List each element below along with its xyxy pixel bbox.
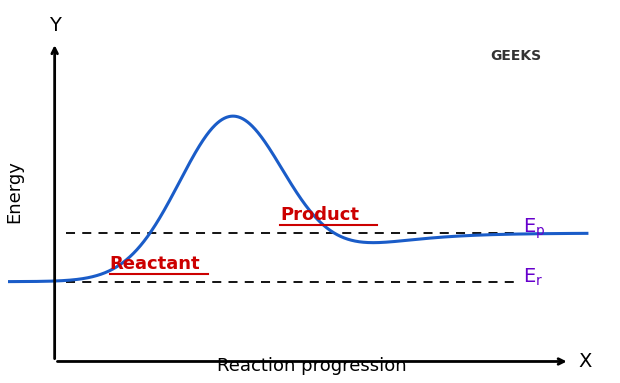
Text: Product: Product <box>280 206 359 224</box>
Text: $\mathregular{E_p}$: $\mathregular{E_p}$ <box>523 217 546 241</box>
Text: X: X <box>578 352 591 371</box>
Text: GEEKS: GEEKS <box>490 49 541 63</box>
Text: Energy: Energy <box>6 160 24 223</box>
Text: Reactant: Reactant <box>110 255 200 273</box>
Text: Y: Y <box>49 16 61 35</box>
Text: $\mathregular{E_r}$: $\mathregular{E_r}$ <box>523 267 544 288</box>
Text: Reaction progression: Reaction progression <box>217 357 407 375</box>
